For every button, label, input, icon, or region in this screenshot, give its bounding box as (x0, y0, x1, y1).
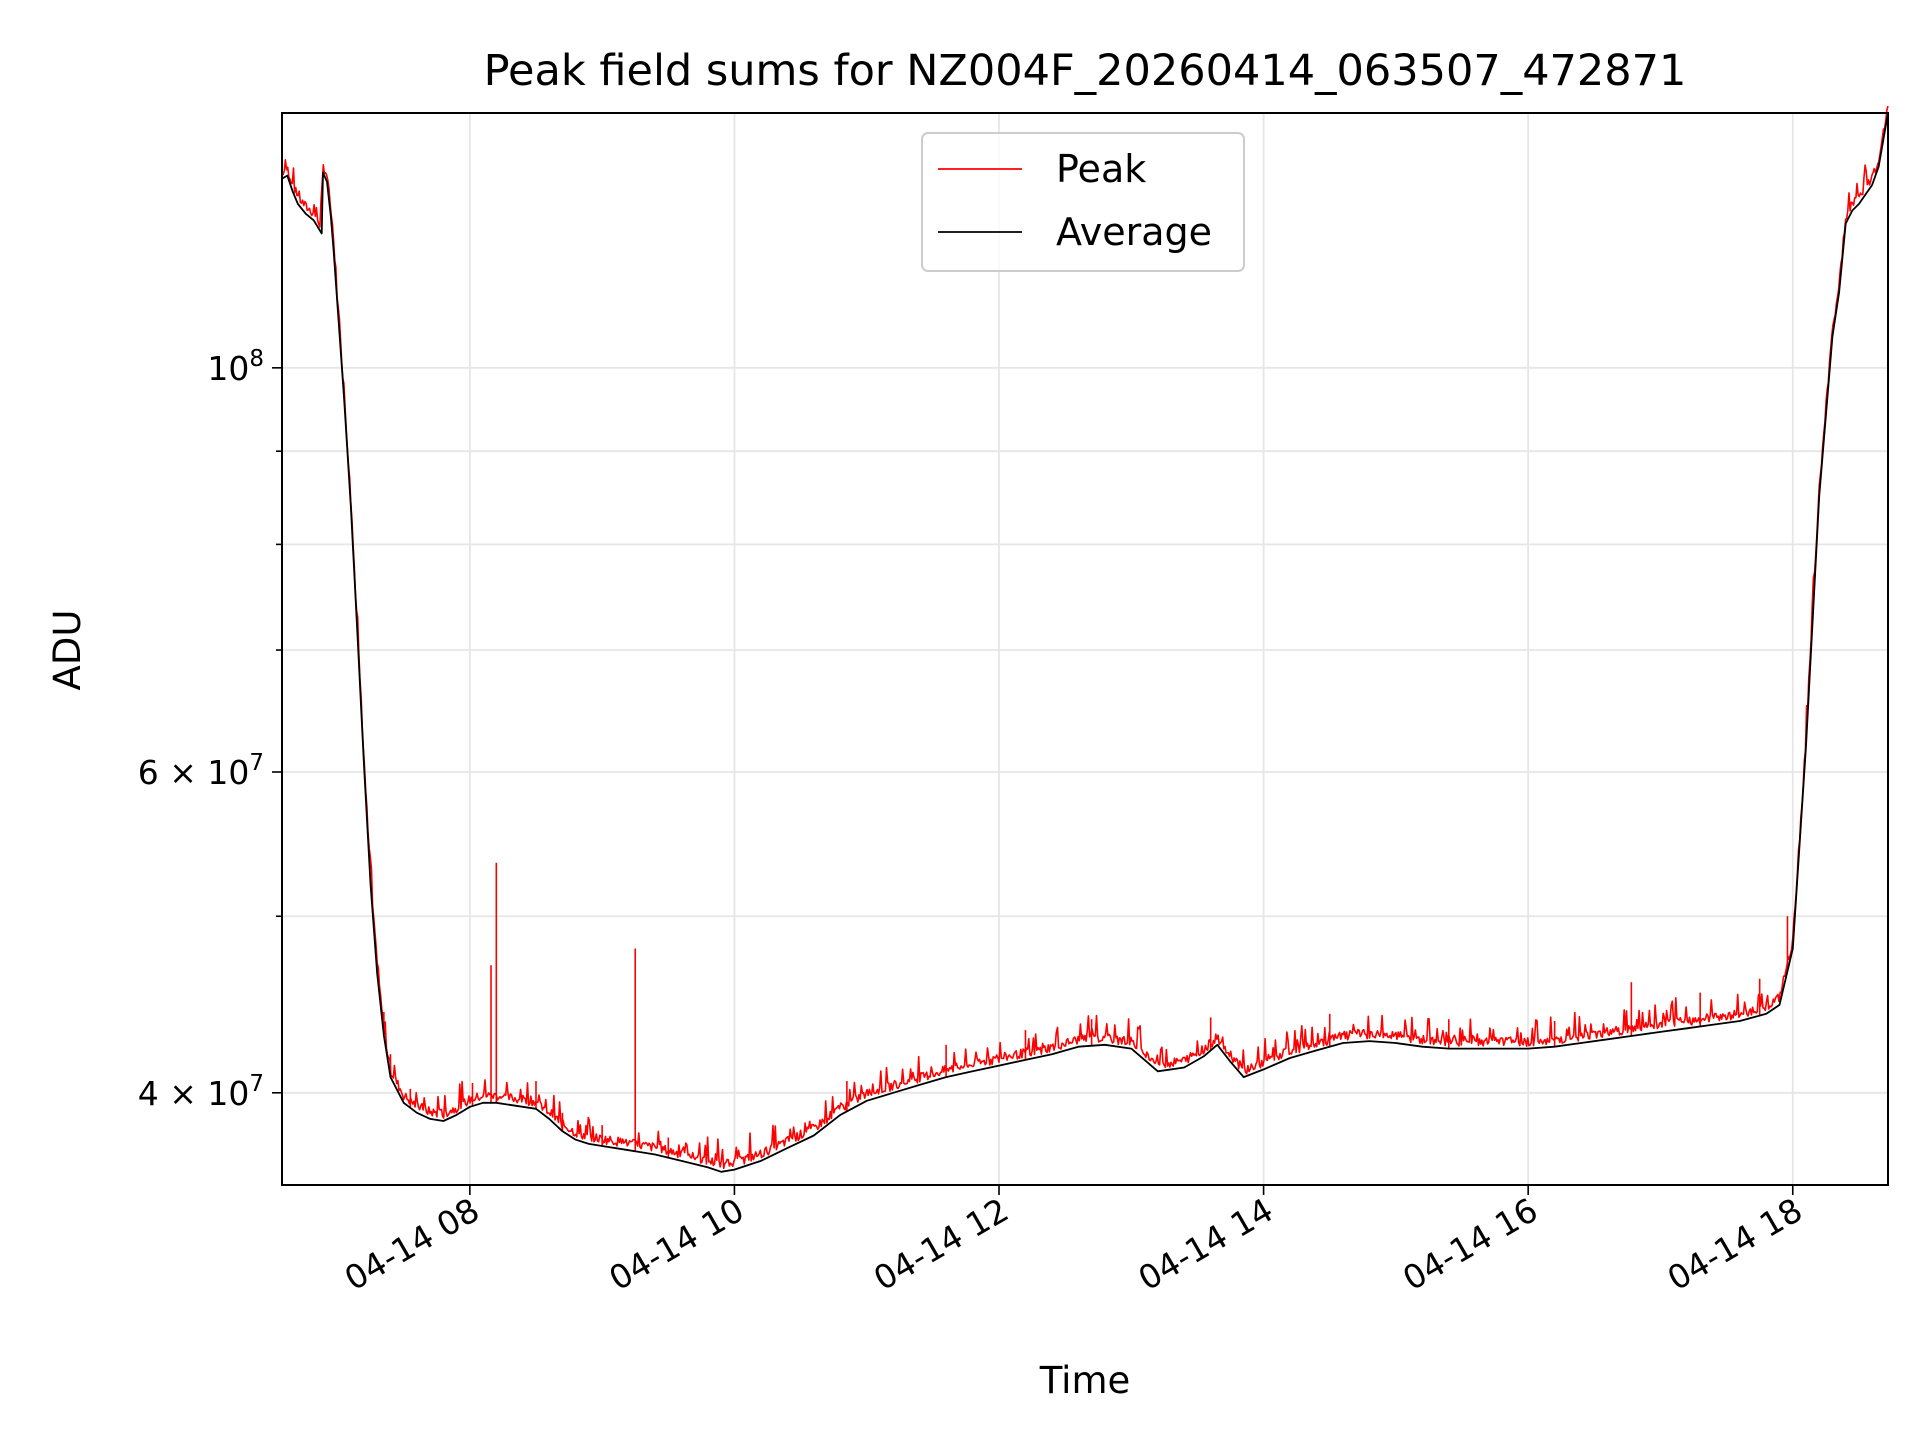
series-lines (281, 105, 1889, 1173)
plot-frame (281, 112, 1889, 1186)
average-series-line (281, 112, 1889, 1173)
y-axis-ticks: 4 × 107 6 × 107 108 (138, 346, 282, 1113)
legend-average-label: Average (1056, 210, 1212, 254)
y-axis-label: ADU (46, 610, 89, 691)
legend: Peak Average (921, 132, 1245, 272)
grid (282, 113, 1888, 1185)
chart-title: Peak field sums for NZ004F_20260414_0635… (484, 46, 1687, 96)
plot-area-background (282, 113, 1888, 1185)
y-tick-label-1: 6 × 107 (138, 750, 264, 792)
x-axis-label: Time (1039, 1359, 1131, 1402)
y-tick-label-2: 108 (207, 346, 264, 388)
legend-box (921, 132, 1245, 272)
peak-series-line (281, 105, 1889, 1170)
y-tick-label-0: 4 × 107 (138, 1071, 264, 1113)
legend-peak-label: Peak (1056, 147, 1146, 191)
